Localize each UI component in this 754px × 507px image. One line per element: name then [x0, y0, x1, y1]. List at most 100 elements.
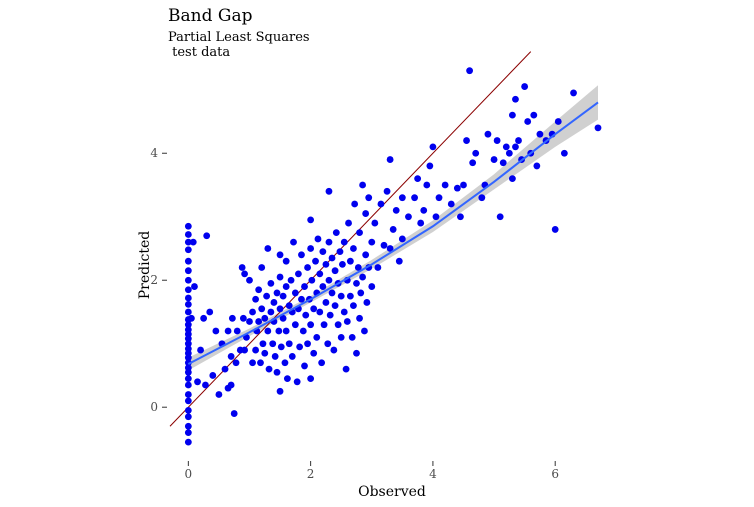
data-point: [246, 318, 253, 325]
data-point: [277, 343, 285, 351]
data-point: [325, 238, 333, 246]
data-point: [184, 364, 192, 372]
data-point: [326, 311, 334, 319]
data-point: [322, 260, 330, 268]
data-point: [184, 238, 192, 246]
data-point: [524, 118, 532, 125]
y-axis-ticks: 0 2 4: [150, 146, 167, 414]
data-point: [594, 124, 602, 132]
y-tick-label: 4: [150, 146, 158, 160]
data-point: [316, 270, 324, 278]
data-point: [493, 137, 501, 144]
data-point: [570, 89, 577, 97]
data-point: [301, 362, 308, 370]
data-point: [466, 67, 473, 75]
x-tick-label: 6: [551, 467, 559, 481]
data-point: [316, 308, 324, 316]
data-point: [295, 270, 302, 278]
data-point: [304, 264, 311, 271]
data-point: [267, 308, 275, 316]
data-point: [312, 257, 319, 265]
data-point: [270, 299, 278, 306]
data-point: [285, 302, 293, 310]
data-point: [346, 292, 354, 300]
data-point: [282, 257, 290, 265]
data-point: [184, 257, 192, 265]
data-point: [457, 213, 464, 221]
data-point: [398, 235, 406, 243]
data-point: [249, 308, 256, 316]
chart-title: Band Gap: [168, 6, 253, 26]
data-point: [392, 206, 400, 214]
data-point: [184, 321, 192, 329]
data-point: [203, 232, 211, 240]
data-point: [258, 305, 266, 313]
data-point: [188, 314, 195, 322]
data-point: [368, 283, 376, 290]
data-point: [339, 260, 346, 268]
data-point: [320, 321, 328, 329]
data-point: [279, 292, 287, 300]
data-point: [318, 359, 326, 367]
data-point: [319, 283, 327, 290]
data-point: [310, 349, 318, 357]
data-point: [230, 410, 238, 417]
data-point: [340, 238, 348, 246]
data-point: [350, 245, 357, 252]
data-point: [279, 314, 287, 322]
data-point: [184, 359, 192, 367]
data-point: [257, 359, 264, 367]
data-point: [288, 353, 296, 360]
data-point: [325, 187, 333, 195]
data-point: [353, 349, 360, 357]
data-point: [346, 257, 354, 265]
data-point: [322, 299, 330, 306]
data-point: [184, 276, 192, 284]
data-point: [411, 194, 418, 202]
data-point: [342, 365, 350, 373]
data-point: [345, 219, 352, 227]
data-point: [359, 181, 366, 189]
data-point: [356, 229, 363, 237]
data-point: [258, 264, 266, 271]
data-point: [238, 264, 246, 271]
data-point: [307, 375, 315, 383]
data-point: [395, 257, 403, 265]
data-point: [212, 327, 220, 335]
data-point: [298, 251, 305, 259]
data-point: [361, 327, 368, 335]
data-point: [357, 289, 365, 297]
data-point: [281, 359, 289, 367]
data-point: [184, 231, 192, 238]
data-point: [184, 267, 192, 275]
data-point: [328, 289, 336, 297]
data-point: [301, 283, 308, 290]
data-point: [224, 327, 232, 335]
data-point: [310, 305, 318, 313]
data-point: [184, 381, 192, 389]
data-point: [276, 273, 284, 281]
data-point: [512, 143, 519, 151]
data-point: [383, 187, 391, 195]
data-point: [271, 353, 279, 360]
data-point: [460, 181, 467, 189]
data-point: [386, 245, 394, 252]
data-point: [273, 289, 281, 297]
data-point: [184, 300, 192, 308]
data-point: [343, 318, 351, 325]
data-point: [472, 149, 480, 157]
data-point: [206, 308, 214, 316]
data-point: [521, 83, 529, 90]
data-point: [502, 143, 510, 151]
data-point: [324, 340, 332, 348]
data-point: [351, 200, 359, 208]
data-point: [314, 235, 322, 243]
data-point: [453, 184, 461, 192]
data-point: [469, 159, 477, 167]
data-point: [299, 327, 307, 335]
data-point: [184, 286, 192, 294]
data-point: [389, 226, 397, 233]
data-point: [490, 156, 498, 163]
y-tick-label: 0: [150, 400, 158, 414]
data-point: [533, 162, 541, 170]
